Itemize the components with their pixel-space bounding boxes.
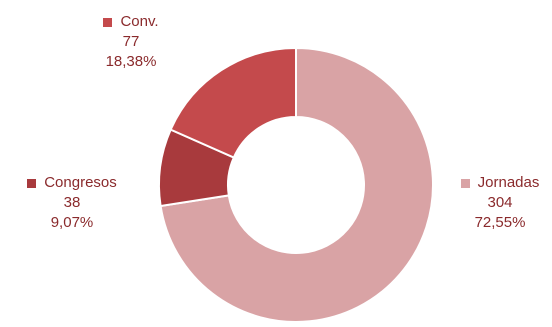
slice-label-conv: Conv. 77 18,38% (86, 12, 176, 72)
jornadas-value: 304 (487, 194, 513, 211)
congresos-percent: 9,07% (50, 214, 94, 231)
congresos-value: 38 (63, 194, 81, 211)
congresos-legend-swatch (27, 178, 37, 188)
jornadas-name: Jornadas (477, 174, 540, 191)
jornadas-percent: 72,55% (474, 214, 526, 231)
donut-slice-jornadas (159, 46, 434, 323)
slice-label-congresos: Congresos 38 9,07% (8, 173, 136, 233)
conv-value: 77 (122, 33, 140, 50)
congresos-name: Congresos (44, 174, 117, 191)
conv-legend-swatch (103, 17, 113, 27)
jornadas-legend-swatch (460, 178, 470, 188)
conv-percent: 18,38% (105, 53, 157, 70)
conv-name: Conv. (120, 13, 159, 30)
donut-slice-conv (169, 46, 297, 159)
slice-label-jornadas: Jornadas 304 72,55% (448, 173, 552, 233)
